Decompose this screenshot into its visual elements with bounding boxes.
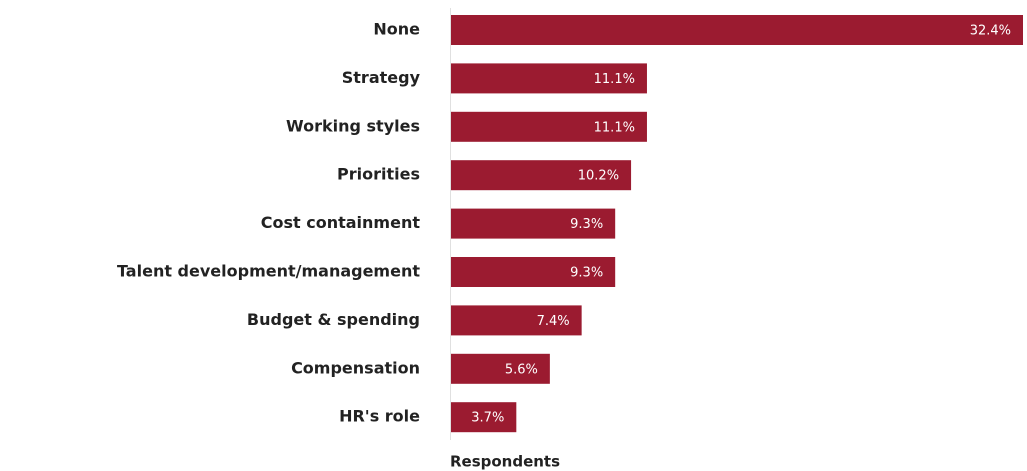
data-label: 11.1% bbox=[594, 72, 635, 87]
y-tick-label: HR's role bbox=[339, 407, 420, 426]
bar bbox=[451, 402, 517, 433]
y-tick-label: Priorities bbox=[337, 165, 420, 184]
bar bbox=[451, 63, 647, 94]
y-tick-label: Compensation bbox=[291, 358, 420, 377]
bar bbox=[451, 257, 616, 287]
data-label: 5.6% bbox=[505, 362, 538, 377]
x-axis-label: Respondents bbox=[450, 453, 560, 471]
bar bbox=[451, 111, 647, 142]
y-tick-label: Working styles bbox=[286, 116, 420, 135]
data-label: 10.2% bbox=[578, 169, 619, 184]
data-label: 11.1% bbox=[594, 120, 635, 135]
y-tick-label: Talent development/management bbox=[117, 262, 420, 281]
data-label: 3.7% bbox=[471, 411, 504, 426]
bar bbox=[451, 305, 582, 336]
y-tick-label: None bbox=[373, 20, 420, 39]
y-tick-label: Cost containment bbox=[261, 213, 421, 232]
data-label: 32.4% bbox=[970, 24, 1011, 39]
bar bbox=[451, 15, 1023, 45]
y-tick-label: Budget & spending bbox=[247, 310, 420, 329]
data-label: 9.3% bbox=[570, 217, 603, 232]
bar bbox=[451, 160, 632, 191]
y-tick-label: Strategy bbox=[342, 68, 421, 87]
data-label: 9.3% bbox=[570, 266, 603, 281]
data-label: 7.4% bbox=[537, 314, 570, 329]
bar bbox=[451, 353, 550, 384]
bar bbox=[451, 208, 616, 239]
